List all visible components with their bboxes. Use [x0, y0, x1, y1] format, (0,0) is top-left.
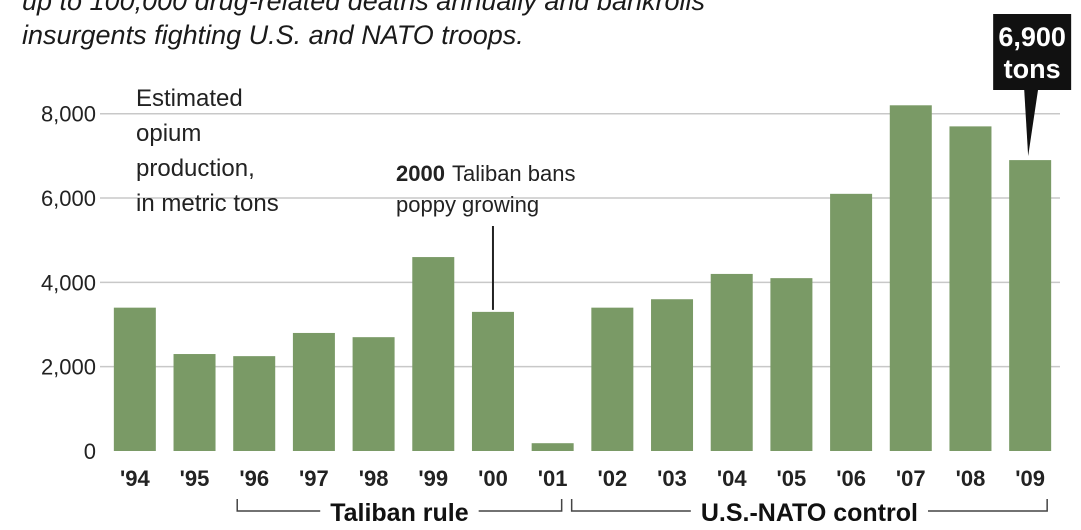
y-tick-label: 0 [84, 439, 96, 464]
chart-label: Estimated opium production, in metric to… [136, 85, 279, 217]
x-tick-label: '05 [777, 466, 807, 491]
bar [352, 337, 395, 451]
us-nato-control-bracket-left [570, 499, 691, 512]
y-tick-label: 8,000 [41, 102, 96, 127]
x-tick-label: '96 [239, 466, 269, 491]
intro-text: up to 100,000 drug-related deaths annual… [22, 0, 922, 52]
bar [531, 443, 574, 451]
chart-label-line-3: production, [136, 155, 255, 182]
x-axis: '94 '95 '96 '97 '98 '99 '00 '01 '02 '03 '04 '05 '06 '… [120, 466, 1045, 491]
x-tick-label: '94 [120, 466, 150, 491]
intro-line-2: insurgents fighting U.S. and NATO troops… [22, 20, 524, 50]
y-axis: 0 2,000 4,000 6,000 8,000 [41, 102, 96, 464]
y-tick-label: 6,000 [41, 186, 96, 211]
x-tick-label: '07 [896, 466, 926, 491]
x-tick-label: '03 [657, 466, 687, 491]
x-tick-label: '99 [418, 466, 448, 491]
us-nato-control-label: U.S.-NATO control [701, 499, 918, 527]
x-tick-label: '01 [538, 466, 568, 491]
callout-unit: tons [1004, 54, 1061, 84]
annotation-text-1: Taliban bans [452, 161, 576, 186]
callout-box [993, 14, 1072, 90]
x-tick-label: '97 [299, 466, 329, 491]
period-brackets: Taliban rule U.S.-NATO control [236, 499, 1048, 527]
taliban-ban-annotation: 2000 Taliban bans poppy growing [396, 161, 576, 310]
x-tick-label: '04 [717, 466, 747, 491]
annotation-line-1: 2000 Taliban bans [396, 161, 576, 186]
x-tick-label: '00 [478, 466, 508, 491]
y-tick-label: 4,000 [41, 270, 96, 295]
chart-label-line-1: Estimated [136, 85, 243, 112]
bar [173, 354, 216, 451]
bars [113, 105, 1052, 452]
x-tick-label: '95 [180, 466, 210, 491]
x-tick-label: '08 [956, 466, 986, 491]
bar [1009, 160, 1052, 451]
x-tick-label: '02 [597, 466, 627, 491]
x-tick-label: '09 [1015, 466, 1045, 491]
bar [591, 307, 634, 451]
taliban-rule-label: Taliban rule [330, 499, 469, 527]
chart-label-line-4: in metric tons [136, 190, 279, 217]
callout-6900-tons: 6,900 tons [993, 14, 1072, 157]
annotation-year: 2000 [396, 161, 445, 186]
bar [830, 193, 873, 452]
bar [233, 356, 276, 451]
bar [770, 278, 813, 451]
bar [113, 307, 156, 451]
intro-line-1: up to 100,000 drug-related deaths annual… [22, 0, 705, 16]
bar [412, 257, 455, 451]
x-tick-label: '06 [836, 466, 866, 491]
y-tick-label: 2,000 [41, 355, 96, 380]
bar [471, 311, 514, 451]
bar [949, 126, 992, 451]
chart-label-line-2: opium [136, 120, 201, 147]
annotation-line-2: poppy growing [396, 192, 539, 217]
x-tick-label: '98 [359, 466, 389, 491]
callout-pointer [1024, 89, 1039, 157]
bar [710, 273, 753, 451]
taliban-rule-bracket-left [236, 499, 321, 512]
us-nato-control-bracket-right [927, 499, 1048, 512]
bar [651, 299, 694, 451]
taliban-rule-bracket-right [478, 499, 563, 512]
bar [292, 332, 335, 451]
bar [889, 105, 932, 451]
callout-value: 6,900 [998, 22, 1066, 52]
